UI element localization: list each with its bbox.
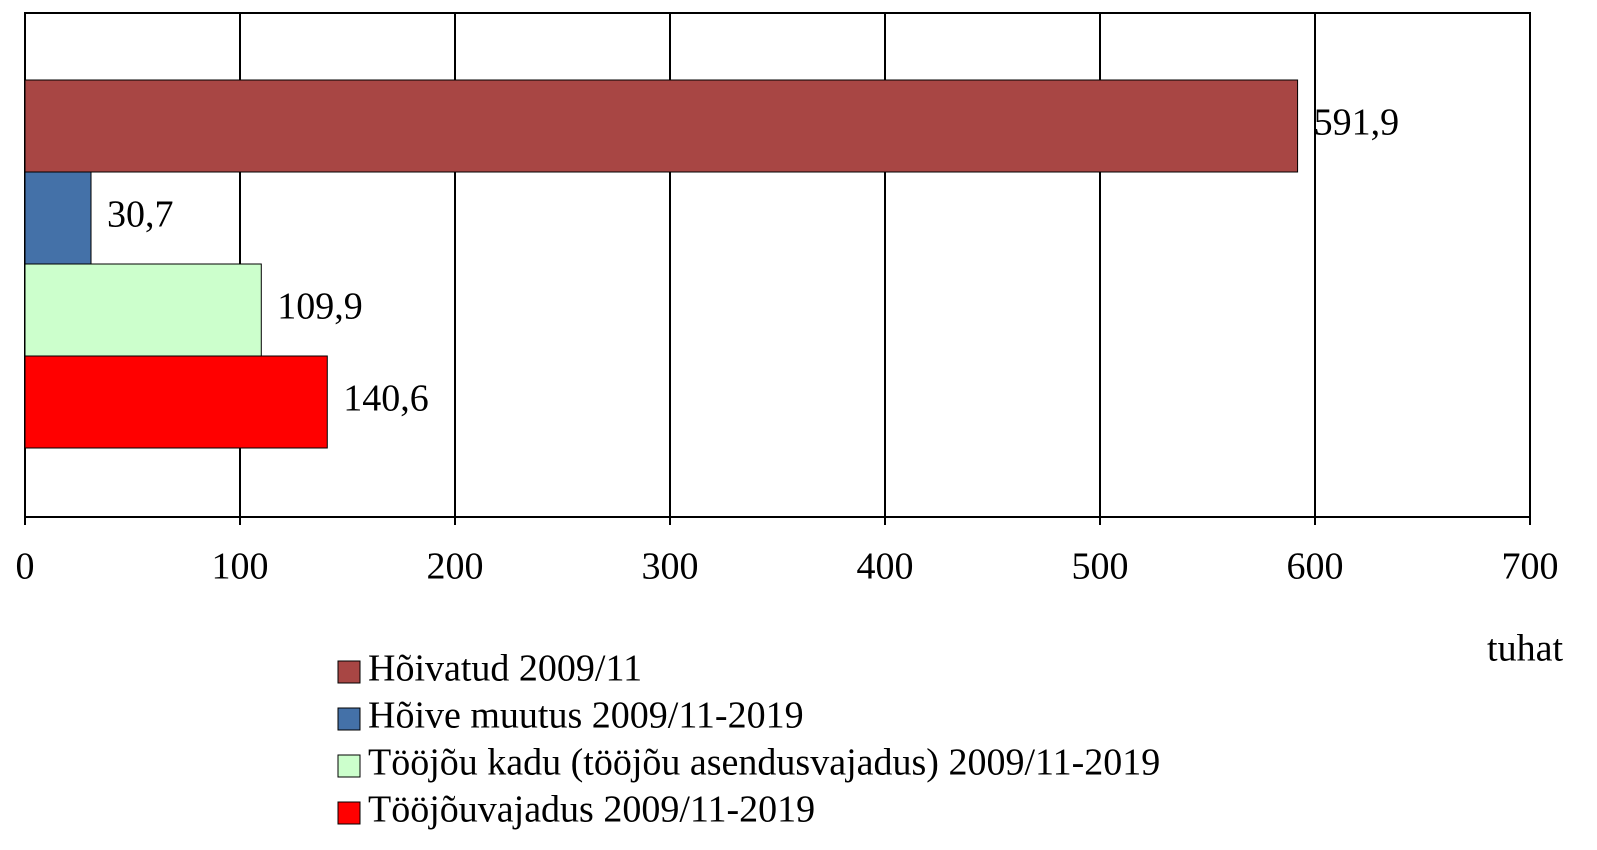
x-tick-label: 0 — [16, 546, 35, 588]
data-label: 109,9 — [277, 286, 363, 328]
x-tick-label: 700 — [1502, 546, 1559, 588]
legend-swatch — [338, 755, 360, 777]
bar — [25, 80, 1298, 172]
data-label: 30,7 — [107, 194, 174, 236]
data-label: 140,6 — [343, 378, 429, 420]
x-axis-label: tuhat — [1487, 628, 1563, 670]
bar — [25, 264, 261, 356]
x-tick-label: 400 — [857, 546, 914, 588]
legend-swatch — [338, 802, 360, 824]
x-tick-label: 100 — [212, 546, 269, 588]
bar — [25, 356, 327, 448]
legend-label: Tööjõu kadu (tööjõu asendusvajadus) 2009… — [368, 742, 1160, 784]
legend-swatch — [338, 661, 360, 683]
data-label: 591,9 — [1314, 102, 1400, 144]
legend-swatch — [338, 708, 360, 730]
bar — [25, 172, 91, 264]
legend-label: Hõivatud 2009/11 — [368, 648, 642, 690]
chart: tuhat 0 100 200 300 400 500 600 700 591,9 Hõivatu… — [0, 0, 1597, 850]
x-tick-label: 500 — [1072, 546, 1129, 588]
x-tick-label: 300 — [642, 546, 699, 588]
legend-label: Hõive muutus 2009/11-2019 — [368, 695, 804, 737]
x-tick-label: 600 — [1287, 546, 1344, 588]
x-tick-label: 200 — [427, 546, 484, 588]
legend-label: Tööjõuvajadus 2009/11-2019 — [368, 789, 815, 831]
